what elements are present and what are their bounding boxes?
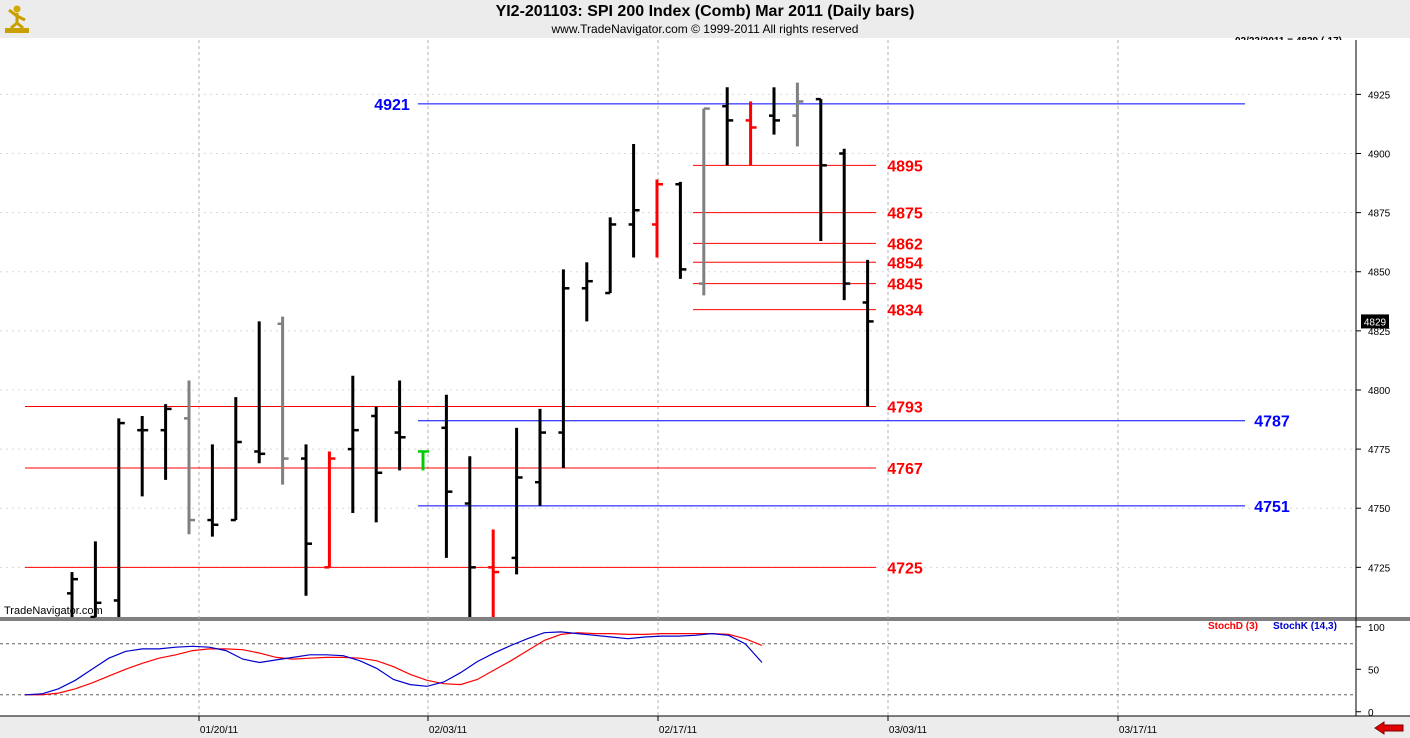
- ohlc-bar: [488, 529, 500, 617]
- date-axis-bg: [0, 716, 1410, 738]
- support-resistance-levels: 4921 4895 4875 4862 4854 4845 4834 4793 4787 4767…: [25, 97, 1290, 577]
- price-tick-label: 4725: [1368, 563, 1391, 574]
- ohlc-bar: [67, 572, 78, 617]
- date-tick-label: 03/03/11: [889, 725, 928, 736]
- stochastic-legend-blue: StochK (14,3): [1273, 621, 1337, 632]
- brand-watermark: TradeNavigator.com: [4, 605, 103, 617]
- price-panel-bg: [0, 40, 1356, 617]
- level-label-4895: 4895: [887, 158, 923, 175]
- level-label-4793: 4793: [887, 400, 923, 417]
- ohlc-bar: [207, 444, 219, 537]
- level-label-4845: 4845: [887, 277, 923, 294]
- price-tick-label: 4800: [1368, 386, 1391, 397]
- stochastic-legend-red: StochD (3): [1208, 621, 1258, 632]
- date-tick-label: 02/17/11: [659, 725, 698, 736]
- ohlc-bar: [535, 408, 546, 506]
- ohlc-bar: [113, 418, 125, 617]
- axis-bg: [1356, 40, 1410, 716]
- ohlc-bar: [675, 181, 687, 279]
- chart-title: YI2-201103: SPI 200 Index (Comb) Mar 201…: [495, 3, 915, 20]
- ohlc-bar: [792, 82, 804, 147]
- last-price-badge: [1361, 314, 1389, 329]
- ohlc-bar: [558, 269, 570, 469]
- ohlc-bar: [347, 375, 359, 513]
- ohlc-bar: [371, 406, 383, 523]
- ohlc-bar: [441, 394, 453, 558]
- ohlc-bar: [418, 450, 429, 471]
- ohlc-bar: [698, 107, 710, 296]
- price-tick-label: 4750: [1368, 504, 1391, 515]
- ohlc-bar: [394, 380, 406, 471]
- ohlc-bar: [652, 179, 663, 258]
- level-label-4751: 4751: [1254, 499, 1290, 516]
- price-tick-label: 4875: [1368, 209, 1391, 220]
- price-axis: 4725 4750 4775 4800 4825 4850 4875 4900 4925 4829: [1356, 90, 1391, 574]
- price-bars: [67, 82, 874, 619]
- ohlc-bar: [254, 321, 266, 464]
- level-label-4862: 4862: [887, 236, 923, 253]
- stochastic-panel: StochD (3) StochK (14,3) 0 50 100: [24, 621, 1385, 719]
- copyright-subtitle: www.TradeNavigator.com © 1999-2011 All r…: [551, 22, 859, 36]
- ohlc-bar: [769, 87, 780, 135]
- ohlc-bar: [230, 397, 242, 522]
- trading-figure-logo: [5, 5, 29, 33]
- level-label-4787: 4787: [1254, 414, 1290, 431]
- stochastic-tick-label: 50: [1368, 665, 1380, 676]
- date-tick-label: 02/03/11: [429, 725, 468, 736]
- ohlc-bar: [324, 451, 336, 569]
- ohlc-bar: [815, 97, 827, 242]
- level-label-4921: 4921: [374, 97, 410, 114]
- level-label-4725: 4725: [887, 560, 923, 577]
- price-tick-label: 4925: [1368, 90, 1391, 101]
- ohlc-bar: [605, 217, 617, 295]
- level-label-4834: 4834: [887, 303, 923, 320]
- ohlc-bar: [745, 101, 757, 166]
- oscillator-panel-bg: [0, 620, 1356, 716]
- date-axis: 01/20/11 02/03/11 02/17/11 03/03/11 03/17/11: [198, 716, 1158, 736]
- ohlc-bar: [184, 380, 195, 535]
- level-label-4767: 4767: [887, 461, 923, 478]
- ohlc-bar: [137, 415, 149, 497]
- date-tick-label: 01/20/11: [200, 725, 239, 736]
- stochastic-line-blue: [24, 631, 763, 696]
- ohlc-bar: [628, 144, 640, 258]
- stochastic-tick-label: 0: [1368, 708, 1374, 719]
- grid-lines: [0, 40, 1356, 716]
- level-label-4854: 4854: [887, 255, 923, 272]
- ohlc-bar: [722, 87, 734, 166]
- stochastic-tick-label: 100: [1368, 623, 1385, 634]
- price-tick-label: 4825: [1368, 327, 1391, 338]
- ohlc-bar: [862, 259, 874, 407]
- ohlc-bar: [277, 316, 289, 485]
- red-left-arrow-icon[interactable]: [1374, 721, 1404, 735]
- ohlc-bar: [839, 148, 851, 301]
- ohlc-bar: [90, 541, 102, 619]
- ohlc-bar: [511, 427, 523, 575]
- ohlc-bar: [301, 444, 312, 596]
- stochastic-line-red: [25, 632, 763, 696]
- ohlc-bar: [160, 404, 172, 480]
- price-tick-label: 4900: [1368, 150, 1391, 161]
- chart-header: [0, 0, 1410, 38]
- level-label-4875: 4875: [887, 206, 923, 223]
- ohlc-bar: [464, 456, 476, 617]
- last-price-badge-label: 4829: [1364, 317, 1387, 328]
- price-tick-label: 4775: [1368, 445, 1391, 456]
- ohlc-bar: [581, 262, 593, 322]
- date-tick-label: 03/17/11: [1119, 725, 1158, 736]
- price-tick-label: 4850: [1368, 268, 1391, 279]
